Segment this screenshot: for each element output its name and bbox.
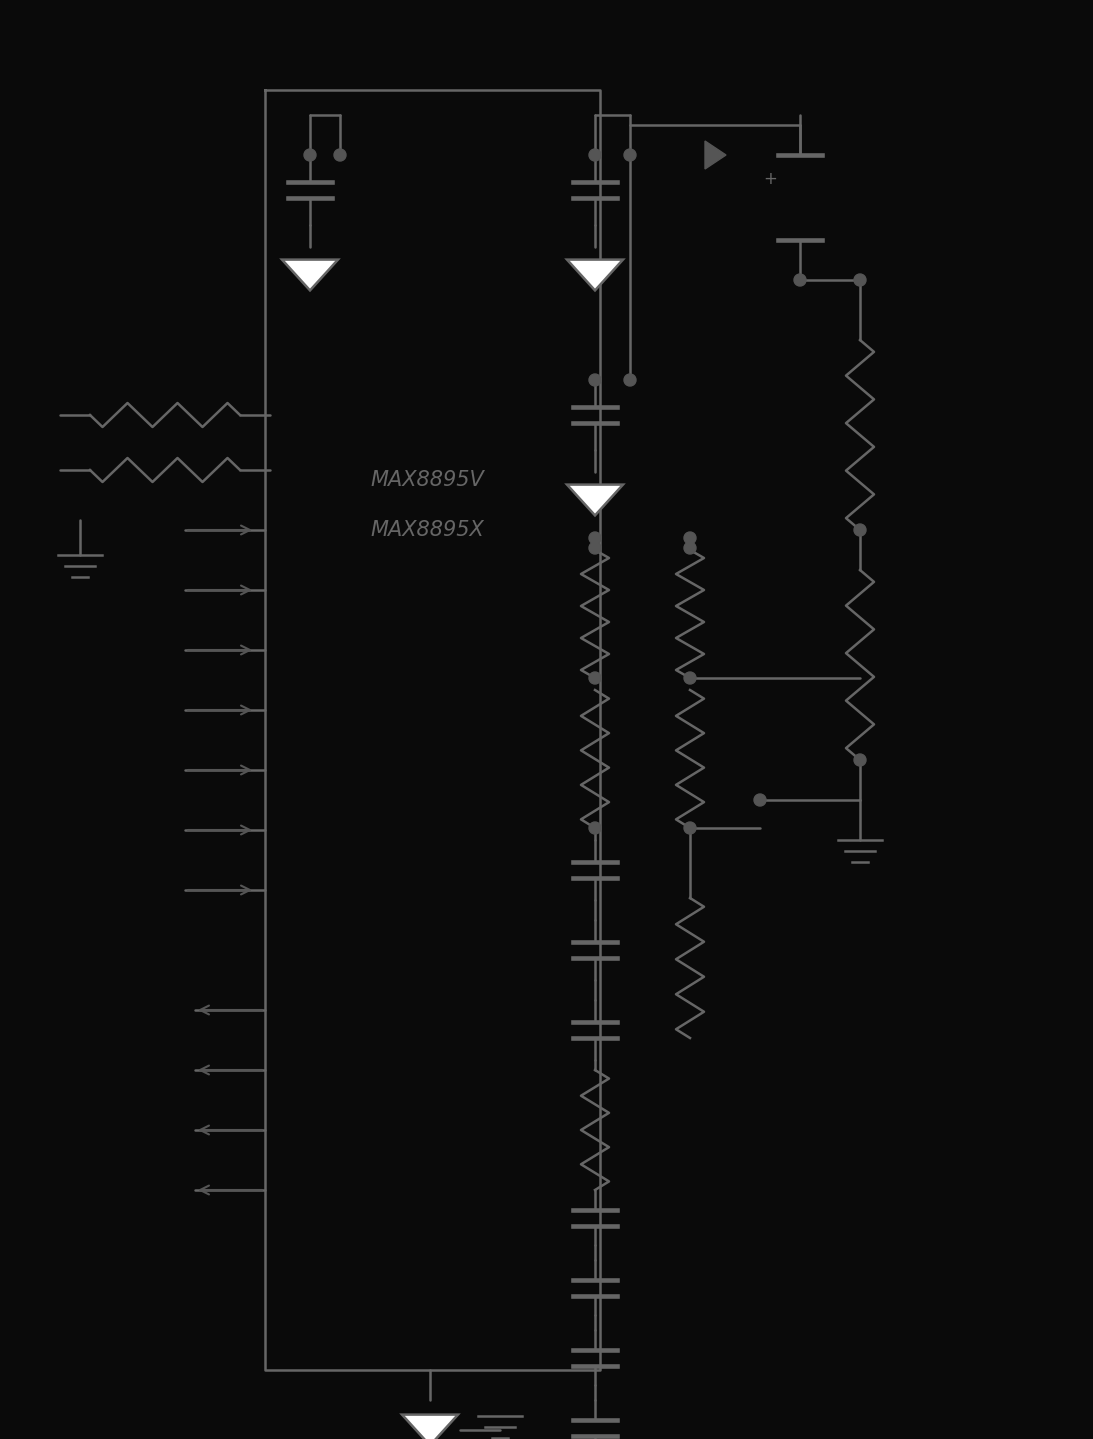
Text: +: + [763, 170, 777, 189]
Circle shape [304, 150, 316, 161]
Circle shape [624, 374, 636, 386]
Circle shape [684, 672, 696, 684]
Circle shape [589, 822, 601, 835]
Circle shape [684, 822, 696, 835]
Circle shape [589, 672, 601, 684]
Circle shape [854, 754, 866, 766]
Text: MAX8895V: MAX8895V [371, 471, 484, 491]
Circle shape [854, 524, 866, 535]
Circle shape [754, 794, 766, 806]
Circle shape [684, 543, 696, 554]
Circle shape [334, 150, 346, 161]
Circle shape [684, 532, 696, 544]
Polygon shape [282, 259, 338, 291]
Polygon shape [567, 259, 623, 291]
Circle shape [794, 273, 806, 286]
Circle shape [589, 374, 601, 386]
Text: MAX8895X: MAX8895X [371, 519, 484, 540]
Circle shape [624, 150, 636, 161]
Polygon shape [402, 1415, 458, 1439]
Circle shape [854, 273, 866, 286]
Polygon shape [567, 485, 623, 515]
Circle shape [589, 532, 601, 544]
Polygon shape [705, 141, 726, 168]
Circle shape [589, 150, 601, 161]
Circle shape [589, 543, 601, 554]
